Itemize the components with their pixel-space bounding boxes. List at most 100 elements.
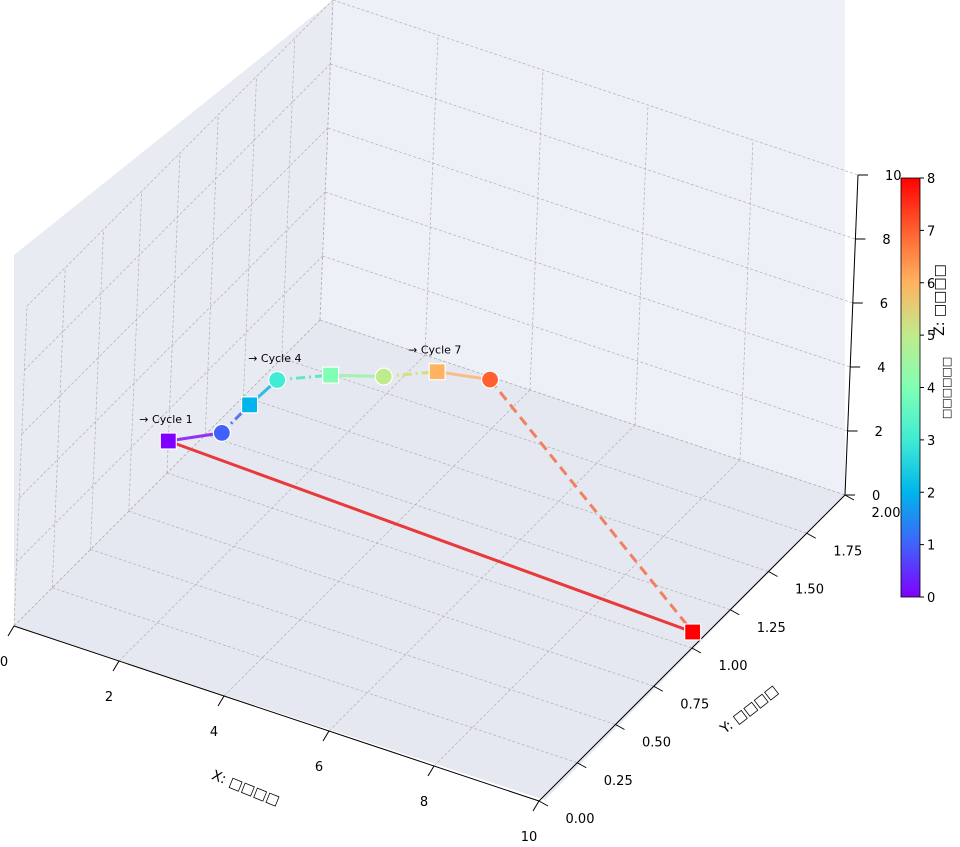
data-point xyxy=(240,396,259,414)
y-tick-label: 0.75 xyxy=(680,697,709,712)
z-tick-label: 8 xyxy=(882,233,890,248)
data-point xyxy=(322,366,340,384)
y-tick-mark xyxy=(653,685,663,692)
grid-line xyxy=(13,319,321,627)
x-tick-mark xyxy=(7,625,15,637)
y-tick-label: 1.50 xyxy=(795,583,824,598)
colorbar-tick-label: 0 xyxy=(927,591,935,606)
y-tick-mark xyxy=(615,724,625,730)
z-tick-label: 10 xyxy=(885,169,902,184)
colorbar-label: Z: □□□□ xyxy=(932,264,948,336)
y-tick-mark xyxy=(806,532,816,539)
grid-line xyxy=(205,434,731,611)
z-tick-label: 6 xyxy=(880,297,888,312)
colorbar-tick-label: 7 xyxy=(927,224,935,239)
tick-labels: 0 2 4 6 8 10 0.00 0.25 0.50 0.75 1.00 1.25 1.50 1.75 2… xyxy=(0,169,902,845)
x-tick-label: 0 xyxy=(0,655,8,670)
y-tick-label: 2.00 xyxy=(872,506,901,521)
colorbar-sublabel: □□□□□□ xyxy=(940,357,953,419)
data-series xyxy=(159,363,702,641)
grid-line xyxy=(243,76,257,397)
annotation-label: → Cycle 4 xyxy=(248,352,301,365)
colorbar-tick-label: 2 xyxy=(927,486,935,501)
x-axis-label: X: □□□□ xyxy=(209,767,281,809)
colorbar-tick-label: 1 xyxy=(927,539,935,554)
grid-line xyxy=(319,0,334,321)
grid-line xyxy=(166,472,693,649)
grid-line xyxy=(21,127,329,435)
grid-line xyxy=(128,191,143,512)
colorbar-tick-label: 6 xyxy=(927,277,935,292)
colorbar-tick-label: 4 xyxy=(927,382,935,397)
data-point xyxy=(212,423,231,442)
data-point xyxy=(374,367,393,386)
grid-line xyxy=(52,587,578,764)
data-point xyxy=(159,432,177,450)
y-tick-label: 0.00 xyxy=(566,812,595,827)
grid-line xyxy=(327,127,853,304)
series-segment xyxy=(488,378,694,633)
annotations: → Cycle 1 → Cycle 4 → Cycle 7 xyxy=(139,344,461,426)
axes-lines xyxy=(7,174,868,812)
grid-line xyxy=(243,396,769,572)
x-axis-line xyxy=(13,625,540,802)
grid-line xyxy=(26,0,334,307)
annotation-label: → Cycle 7 xyxy=(408,344,461,357)
y-tick-mark xyxy=(538,800,549,807)
x-tick-mark xyxy=(322,730,330,742)
y-tick-mark xyxy=(730,609,740,616)
colorbar-tick-label: 3 xyxy=(927,434,935,449)
y-tick-mark xyxy=(691,647,702,654)
data-point xyxy=(684,623,702,641)
axes-panes xyxy=(14,0,845,800)
x-tick-label: 6 xyxy=(315,760,323,775)
colorbar-gradient xyxy=(900,177,921,598)
grid-line xyxy=(204,114,219,435)
y-tick-label: 0.50 xyxy=(642,736,671,751)
x-tick-mark xyxy=(532,800,540,812)
x-tick-mark xyxy=(427,765,435,777)
data-point xyxy=(428,363,446,381)
z-tick-label: 2 xyxy=(875,425,883,440)
grid-line xyxy=(325,191,851,368)
x-tick-mark xyxy=(112,660,120,672)
colorbar-ticks: 0 1 2 3 4 5 6 7 8 xyxy=(920,172,935,606)
grid-line xyxy=(529,69,544,391)
grid-line xyxy=(166,152,181,474)
x-tick-label: 2 xyxy=(105,690,113,705)
y-tick-label: 1.75 xyxy=(833,544,862,559)
colorbar: 0 1 2 3 4 5 6 7 8 Z: □□□□ □□□□□□ xyxy=(900,172,953,606)
grid-line xyxy=(319,319,846,496)
grid-line xyxy=(90,549,616,725)
y-tick-label: 1.00 xyxy=(719,659,748,674)
colorbar-tick-label: 8 xyxy=(927,172,935,187)
y-tick-mark xyxy=(844,494,855,501)
y-tick-mark xyxy=(768,571,778,577)
grid-line xyxy=(281,38,296,359)
grid-line xyxy=(424,34,439,356)
annotation-label: → Cycle 1 xyxy=(139,413,192,426)
x-tick-label: 4 xyxy=(210,725,218,740)
data-point xyxy=(480,370,500,389)
grid-line xyxy=(51,267,66,588)
y-tick-mark xyxy=(577,762,587,769)
grid-line xyxy=(330,63,856,240)
x-tick-mark xyxy=(217,695,225,707)
pane-back-right xyxy=(320,0,845,495)
grid-line xyxy=(13,305,28,627)
grid-line xyxy=(18,191,326,499)
grid-line xyxy=(332,0,859,176)
grid-line xyxy=(634,104,649,426)
x-tick-label: 10 xyxy=(521,830,538,845)
grid-line xyxy=(322,255,848,432)
z-tick-label: 4 xyxy=(877,361,885,376)
colorbar-tick-label: 5 xyxy=(927,329,935,344)
grid-line xyxy=(90,229,104,550)
grid-line xyxy=(739,139,754,461)
grid-line xyxy=(128,510,654,687)
grid-line xyxy=(24,63,331,371)
data-point xyxy=(268,370,287,390)
z-axis-line xyxy=(844,174,859,496)
y-tick-label: 0.25 xyxy=(604,774,633,789)
